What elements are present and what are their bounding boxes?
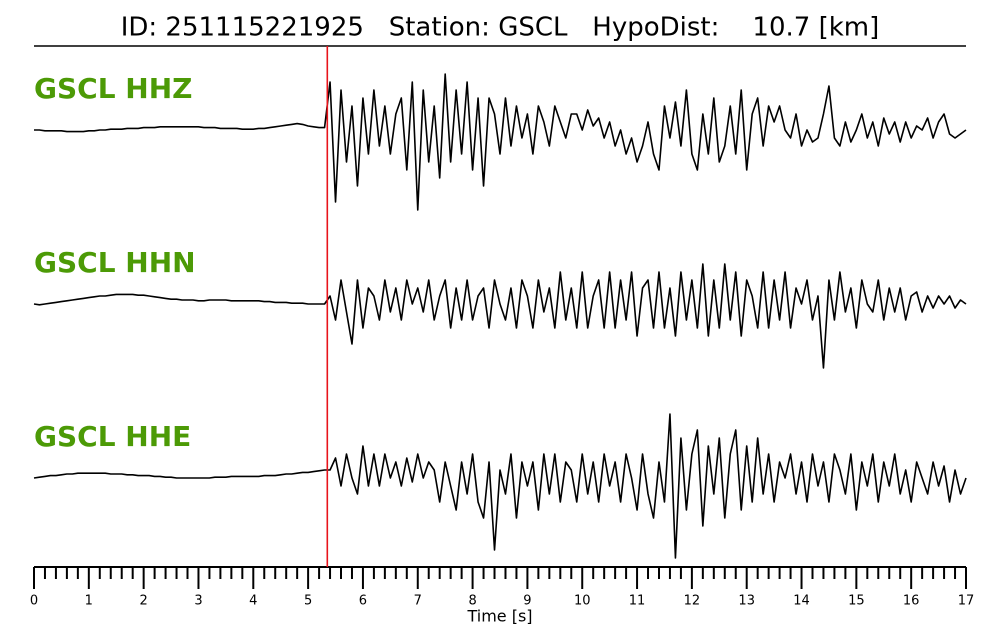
x-tick-label: 12 [684,594,701,609]
x-tick-label: 16 [903,594,920,609]
trace-label: GSCL HHN [34,246,196,279]
waveform [33,263,967,369]
trace-label: GSCL HHE [34,420,191,453]
x-tick-label: 17 [958,594,975,609]
x-tick-label: 10 [574,594,591,609]
x-axis-label: Time [s] [466,607,532,626]
x-tick-label: 3 [194,594,202,609]
x-tick-label: 0 [30,594,38,609]
x-tick-label: 1 [85,594,93,609]
waveform [33,413,967,559]
x-tick-label: 9 [523,594,531,609]
x-tick-label: 15 [848,594,865,609]
waveform [34,73,967,211]
x-tick-label: 6 [359,594,367,609]
x-tick-label: 4 [249,594,257,609]
x-tick-label: 2 [140,594,148,609]
x-tick-label: 14 [793,594,810,609]
x-tick-label: 11 [629,594,646,609]
x-tick-label: 8 [468,594,476,609]
trace-label: GSCL HHZ [34,72,192,105]
chart-title: ID: 251115221925 Station: GSCL HypoDist:… [121,13,880,43]
x-tick-label: 13 [738,594,755,609]
x-tick-label: 5 [304,594,312,609]
x-tick-label: 7 [414,594,422,609]
